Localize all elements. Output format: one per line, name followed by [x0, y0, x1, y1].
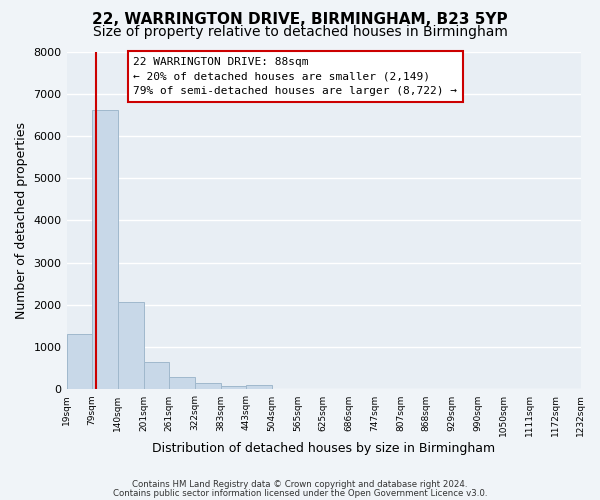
Text: 22, WARRINGTON DRIVE, BIRMINGHAM, B23 5YP: 22, WARRINGTON DRIVE, BIRMINGHAM, B23 5Y…	[92, 12, 508, 28]
Bar	[195, 384, 221, 390]
X-axis label: Distribution of detached houses by size in Birmingham: Distribution of detached houses by size …	[152, 442, 495, 455]
Y-axis label: Number of detached properties: Number of detached properties	[15, 122, 28, 319]
Bar	[143, 362, 169, 390]
Bar	[169, 377, 195, 390]
Bar	[92, 110, 118, 390]
Text: Contains HM Land Registry data © Crown copyright and database right 2024.: Contains HM Land Registry data © Crown c…	[132, 480, 468, 489]
Text: Contains public sector information licensed under the Open Government Licence v3: Contains public sector information licen…	[113, 488, 487, 498]
Text: Size of property relative to detached houses in Birmingham: Size of property relative to detached ho…	[92, 25, 508, 39]
Bar	[246, 386, 272, 390]
Bar	[67, 334, 92, 390]
Bar	[221, 386, 246, 390]
Text: 22 WARRINGTON DRIVE: 88sqm
← 20% of detached houses are smaller (2,149)
79% of s: 22 WARRINGTON DRIVE: 88sqm ← 20% of deta…	[133, 56, 457, 96]
Bar	[118, 302, 143, 390]
